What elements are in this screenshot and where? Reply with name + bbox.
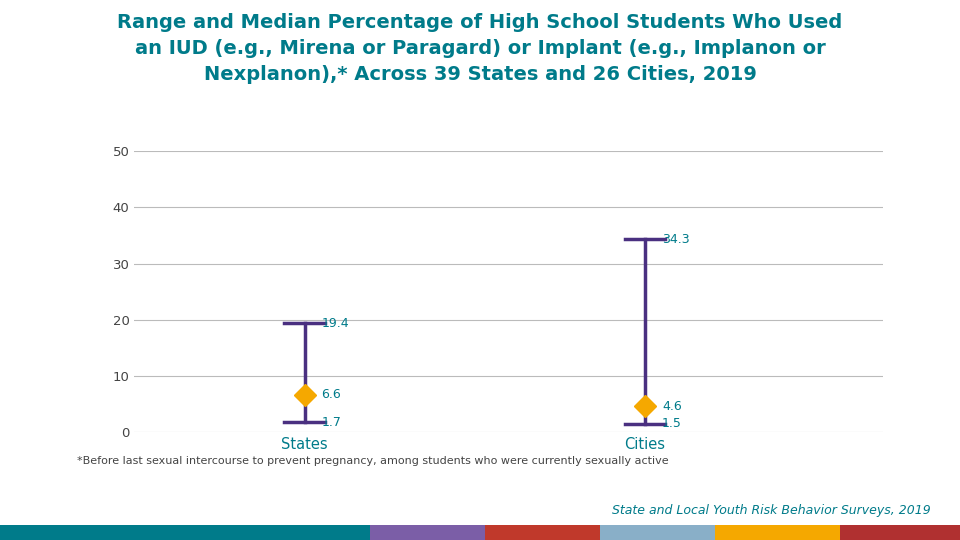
Text: 1.5: 1.5 xyxy=(662,417,682,430)
Text: 19.4: 19.4 xyxy=(322,316,349,329)
Text: 4.6: 4.6 xyxy=(662,400,682,413)
Text: State and Local Youth Risk Behavior Surveys, 2019: State and Local Youth Risk Behavior Surv… xyxy=(612,504,931,517)
Text: *Before last sexual intercourse to prevent pregnancy, among students who were cu: *Before last sexual intercourse to preve… xyxy=(77,456,668,467)
Text: 1.7: 1.7 xyxy=(322,416,342,429)
Text: 6.6: 6.6 xyxy=(322,388,342,401)
Text: Range and Median Percentage of High School Students Who Used
an IUD (e.g., Miren: Range and Median Percentage of High Scho… xyxy=(117,14,843,84)
Text: 34.3: 34.3 xyxy=(662,233,689,246)
